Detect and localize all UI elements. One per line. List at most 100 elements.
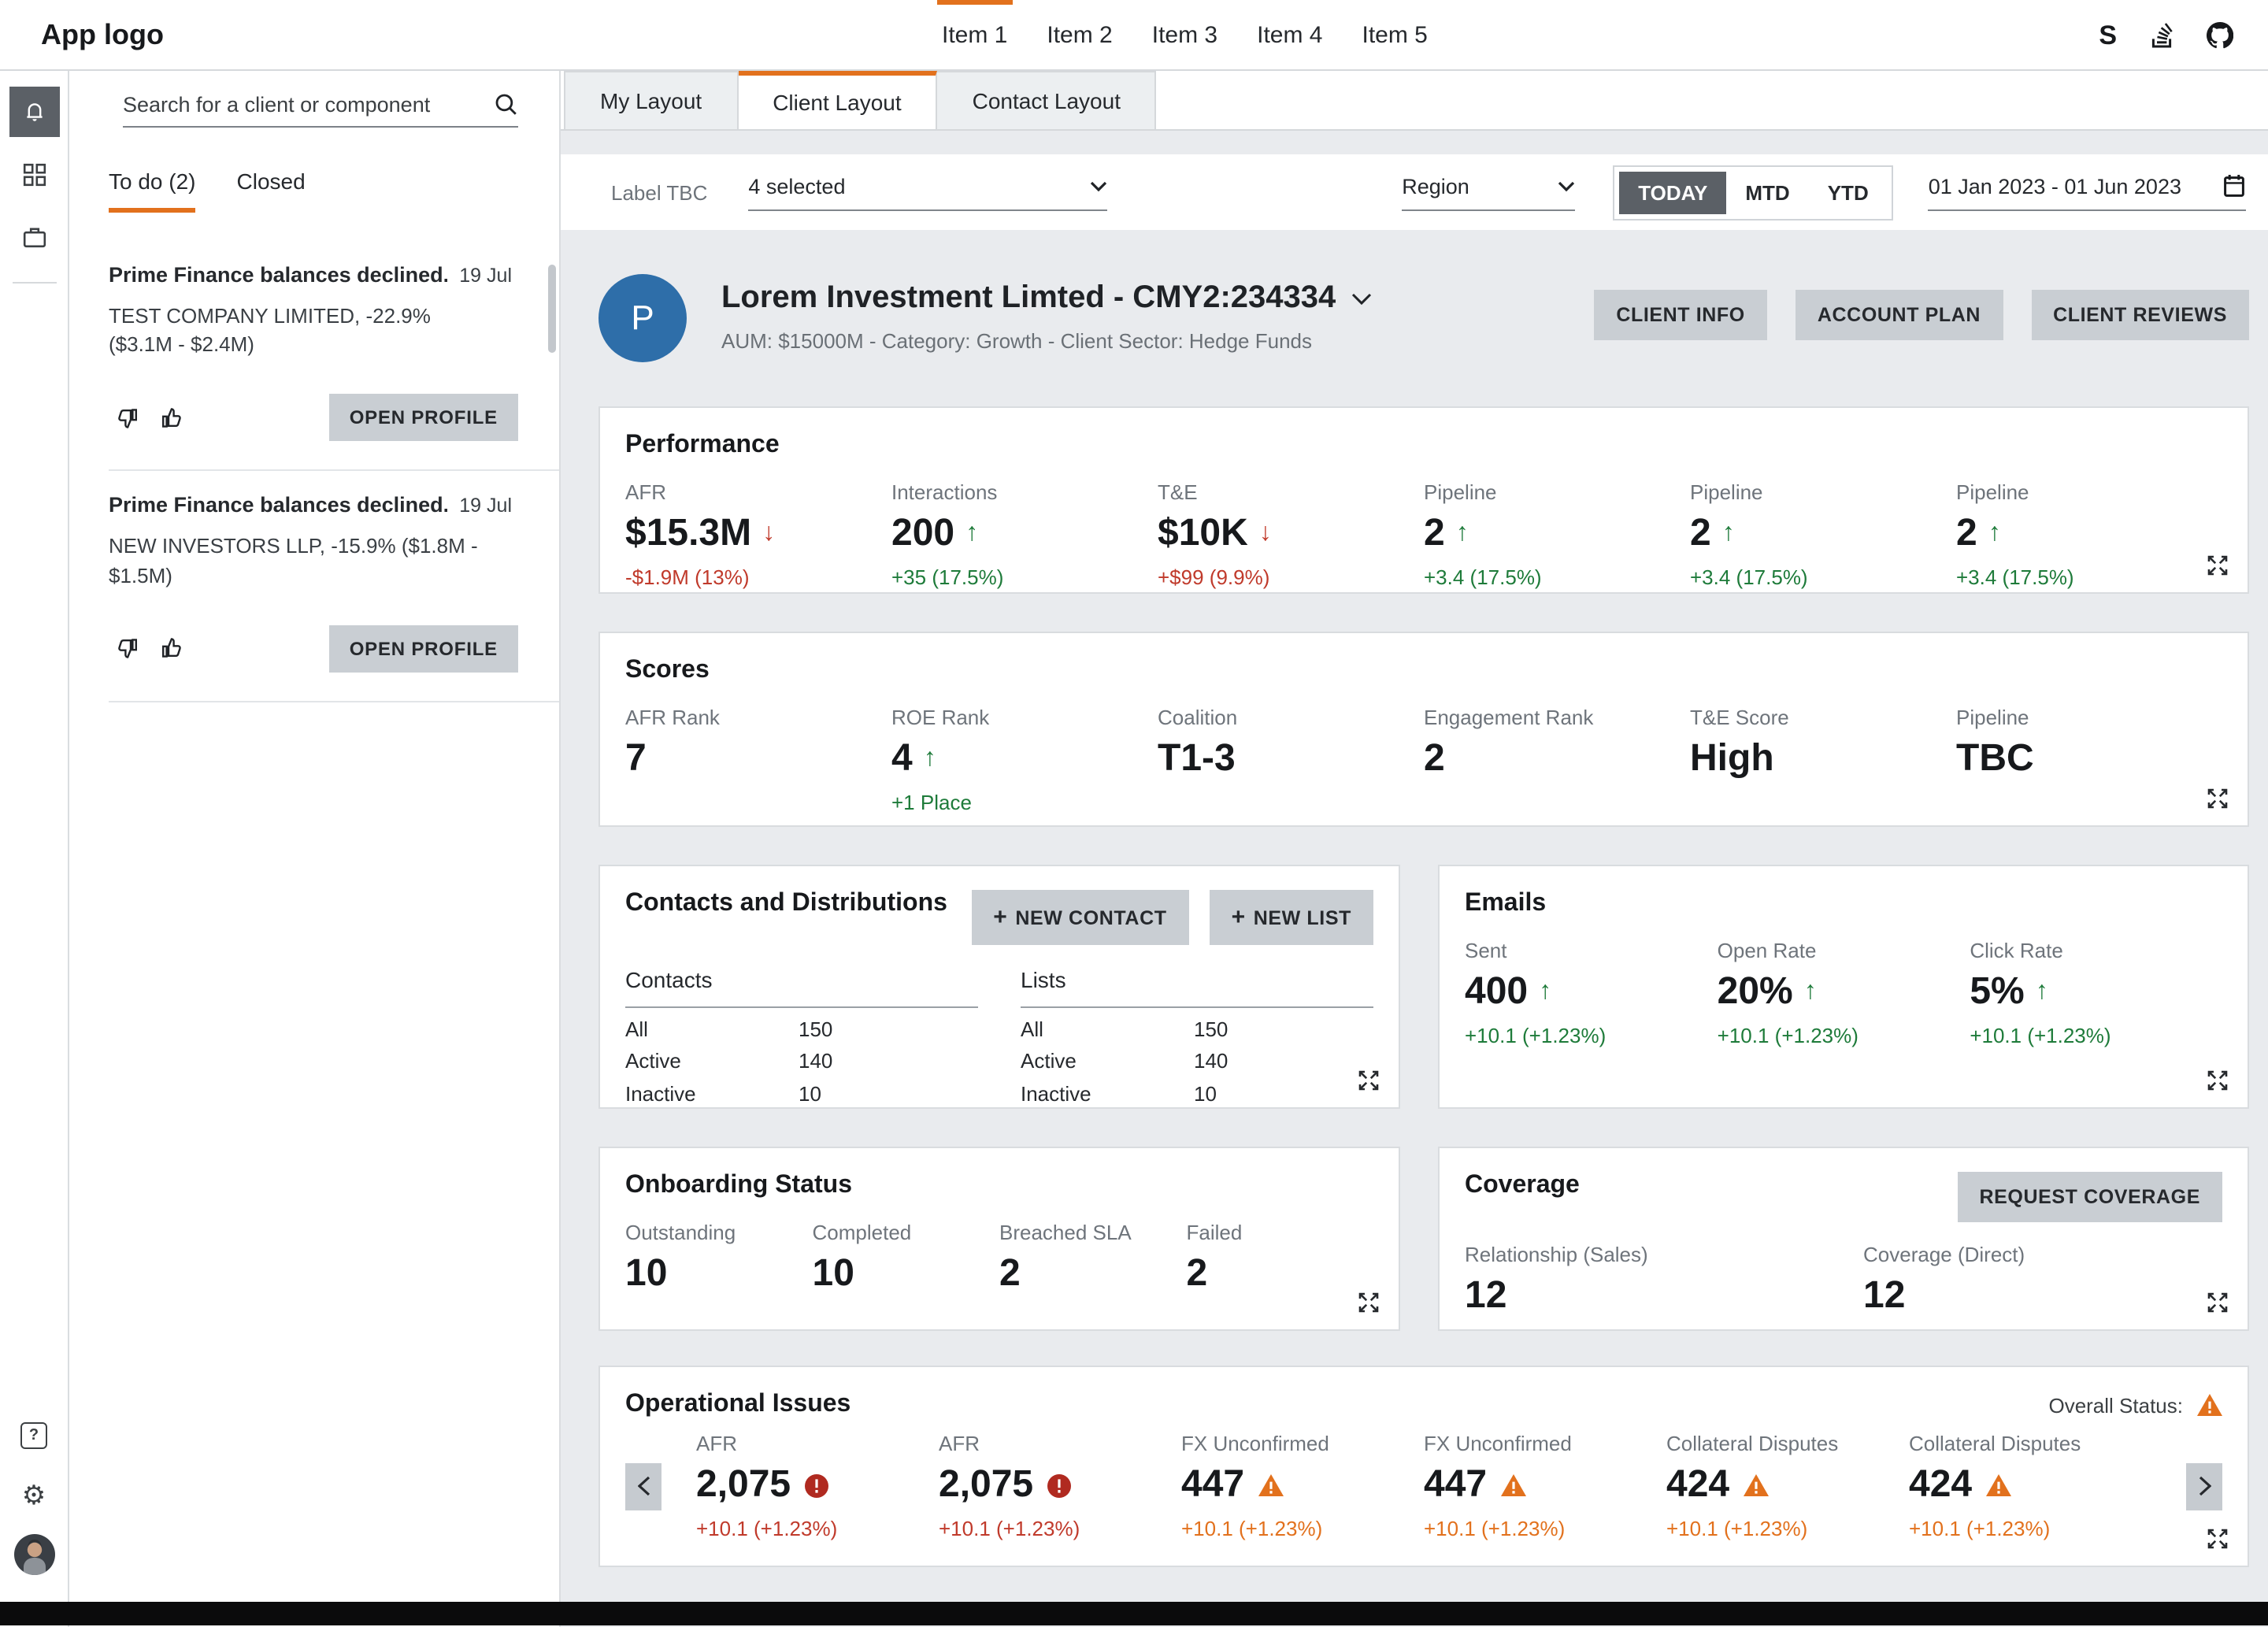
table-row: Inactive 10	[1021, 1081, 1217, 1105]
filter-label: Label TBC	[611, 180, 708, 204]
multiselect-value: 4 selected	[748, 174, 846, 198]
thumbs-down-icon[interactable]	[115, 637, 139, 661]
rail-bottom-group: ? ⚙	[9, 1410, 59, 1627]
onboarding-status-card: Onboarding Status Outstanding 10 Complet…	[598, 1147, 1400, 1331]
card-title: Performance	[625, 432, 780, 458]
error-icon	[1047, 1473, 1072, 1497]
tab-my-layout[interactable]: My Layout	[564, 71, 739, 129]
briefcase-rail-button[interactable]	[9, 213, 59, 263]
search-icon[interactable]	[495, 93, 518, 117]
settings-rail-button[interactable]: ⚙	[9, 1469, 59, 1520]
chevron-down-icon[interactable]	[1351, 292, 1372, 305]
client-search	[123, 93, 518, 128]
help-icon: ?	[20, 1421, 47, 1448]
client-header: P Lorem Investment Limted - CMY2:234334 …	[598, 274, 2249, 362]
metric-afr-rank: AFR Rank 7	[625, 706, 720, 780]
calendar-icon	[2222, 173, 2246, 198]
tab-contact-layout[interactable]: Contact Layout	[937, 71, 1157, 129]
period-segmented-control: TODAY MTD YTD	[1613, 165, 1894, 220]
tab-closed[interactable]: Closed	[236, 169, 306, 194]
new-contact-button[interactable]: + NEW CONTACT	[971, 890, 1189, 945]
table-row: Active 140	[1021, 1049, 1228, 1073]
trend-down-icon: ↓	[762, 520, 776, 547]
notifications-rail-button[interactable]	[9, 87, 59, 137]
request-coverage-button[interactable]: REQUEST COVERAGE	[1957, 1172, 2222, 1222]
tab-todo[interactable]: To do (2)	[109, 169, 196, 213]
help-rail-button[interactable]: ?	[9, 1410, 59, 1460]
trend-up-icon: ↑	[923, 745, 936, 772]
notification-date: 19 Jul	[459, 495, 512, 517]
region-dropdown[interactable]: Region	[1402, 174, 1576, 210]
card-title: Emails	[1465, 890, 1547, 917]
thumbs-up-icon[interactable]	[161, 406, 184, 430]
expand-icon[interactable]	[2207, 788, 2229, 810]
tab-label: Client Layout	[773, 90, 902, 115]
thumbs-up-icon[interactable]	[161, 637, 184, 661]
sidebar-scrollbar[interactable]	[548, 265, 556, 353]
metric-completed: Completed 10	[812, 1221, 912, 1295]
expand-icon[interactable]	[2207, 1292, 2229, 1314]
grid-icon	[21, 162, 46, 187]
period-mtd[interactable]: MTD	[1745, 180, 1790, 204]
notification-title: Prime Finance balances declined...	[109, 493, 447, 517]
open-profile-button[interactable]: OPEN PROFILE	[328, 394, 518, 442]
period-today[interactable]: TODAY	[1619, 171, 1727, 213]
metric-fx-unconfirmed: FX Unconfirmed 447 +10.1 (+1.23%)	[1181, 1432, 1329, 1540]
open-profile-button[interactable]: OPEN PROFILE	[328, 624, 518, 673]
nav-item-1[interactable]: Item 1	[937, 0, 1012, 69]
multiselect-dropdown[interactable]: 4 selected	[748, 174, 1108, 210]
table-header: Lists	[1021, 967, 1373, 1008]
metric-open-rate: Open Rate 20% ↑ +10.1 (+1.23%)	[1717, 939, 1858, 1047]
operational-issues-card: Operational Issues Overall Status:	[598, 1366, 2249, 1567]
nav-item-4[interactable]: Item 4	[1257, 0, 1322, 69]
nav-item-3[interactable]: Item 3	[1152, 0, 1217, 69]
expand-icon[interactable]	[2207, 554, 2229, 576]
notifications-sidebar: To do (2) Closed Prime Finance balances …	[69, 71, 561, 1627]
stackoverflow-icon[interactable]	[2150, 21, 2174, 48]
tab-label: My Layout	[600, 88, 702, 113]
carousel-left-button[interactable]	[625, 1462, 662, 1510]
account-plan-button[interactable]: ACCOUNT PLAN	[1795, 290, 2003, 340]
nav-item-5[interactable]: Item 5	[1362, 0, 1428, 69]
thumbs-down-icon[interactable]	[115, 406, 139, 430]
chevron-down-icon	[1558, 180, 1575, 191]
warning-icon	[1258, 1474, 1284, 1496]
notification-body: TEST COMPANY LIMITED, -22.9% ($3.1M - $2…	[109, 304, 431, 357]
emails-card: Emails Sent 400 ↑ +10.1 (+1.23%) Open Rat…	[1438, 865, 2249, 1109]
apps-grid-rail-button[interactable]	[9, 150, 59, 200]
metric-pipeline: Pipeline 2 ↑ +3.4 (17.5%)	[1690, 480, 1808, 589]
new-list-button[interactable]: + NEW LIST	[1209, 890, 1373, 945]
carousel-right-button[interactable]	[2186, 1462, 2222, 1510]
metric-afr-issues: AFR 2,075 +10.1 (+1.23%)	[939, 1432, 1080, 1540]
expand-icon[interactable]	[1358, 1069, 1380, 1091]
user-avatar-button[interactable]	[9, 1529, 59, 1580]
expand-icon[interactable]	[2207, 1528, 2229, 1550]
metric-coalition: Coalition T1-3	[1158, 706, 1238, 780]
metric-interactions: Interactions 200 ↑ +35 (17.5%)	[891, 480, 1004, 589]
overall-status-label: Overall Status:	[2048, 1393, 2183, 1417]
card-title: Operational Issues	[625, 1391, 851, 1418]
client-info-button[interactable]: CLIENT INFO	[1594, 290, 1767, 340]
search-input[interactable]	[123, 93, 495, 117]
metric-sent: Sent 400 ↑ +10.1 (+1.23%)	[1465, 939, 1606, 1047]
nav-item-2[interactable]: Item 2	[1047, 0, 1112, 69]
error-icon	[805, 1473, 829, 1497]
card-title: Onboarding Status	[625, 1172, 852, 1199]
metric-coverage-direct: Coverage (Direct) 12	[1863, 1243, 2025, 1317]
trend-up-icon: ↑	[1988, 520, 2001, 547]
metric-pipeline: Pipeline 2 ↑ +3.4 (17.5%)	[1956, 480, 2074, 589]
github-icon[interactable]	[2207, 21, 2233, 48]
tab-client-layout[interactable]: Client Layout	[738, 71, 938, 129]
nav-item-label: Item 4	[1257, 21, 1323, 48]
top-bar: App logo Item 1 Item 2 Item 3 Item 4 Ite…	[0, 0, 2268, 71]
warning-icon	[1986, 1474, 2012, 1496]
period-ytd[interactable]: YTD	[1827, 180, 1869, 204]
trend-up-icon: ↑	[1721, 520, 1735, 547]
expand-icon[interactable]	[2207, 1069, 2229, 1091]
date-range-picker[interactable]: 01 Jan 2023 - 01 Jun 2023	[1928, 173, 2246, 211]
expand-icon[interactable]	[1358, 1292, 1380, 1314]
trend-down-icon: ↓	[1258, 520, 1272, 547]
client-reviews-button[interactable]: CLIENT REVIEWS	[2031, 290, 2249, 340]
top-right-icons: S	[2099, 21, 2233, 48]
s-logo-icon[interactable]: S	[2099, 20, 2117, 50]
